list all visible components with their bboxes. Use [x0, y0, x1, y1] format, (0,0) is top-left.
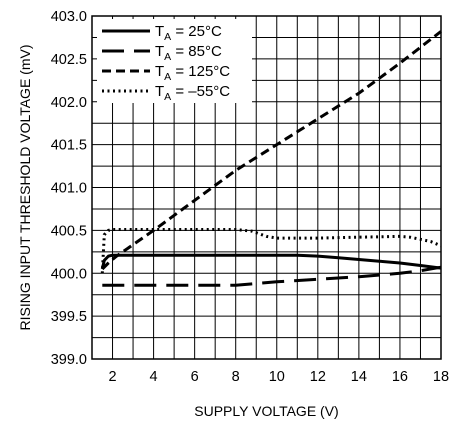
- series-lines: [100, 30, 442, 287]
- x-tick-label: 12: [310, 369, 326, 385]
- x-axis-label: SUPPLY VOLTAGE (V): [194, 403, 338, 419]
- x-tick-label: 18: [433, 369, 449, 385]
- y-tick-label: 399.5: [51, 309, 87, 325]
- plot-frame: [91, 15, 442, 360]
- y-tick-label: 400.0: [51, 266, 87, 282]
- x-tick-label: 6: [191, 369, 199, 385]
- y-tick-label: 403.0: [51, 9, 87, 25]
- legend-entry-4: TA = –55°C: [155, 83, 230, 103]
- x-tick-label: 16: [392, 369, 408, 385]
- y-tick-label: 402.5: [51, 52, 87, 68]
- legend-background: [97, 19, 252, 103]
- legend-entry-3: TA = 125°C: [155, 63, 230, 83]
- series-line-3: [101, 30, 442, 271]
- legend-entry-1: TA = 25°C: [155, 23, 222, 43]
- legend-entry-2: TA = 85°C: [155, 43, 222, 63]
- x-tick-label: 8: [232, 369, 240, 385]
- x-tick-label: 10: [269, 369, 285, 385]
- y-tick-label: 400.5: [51, 223, 87, 239]
- y-tick-label: 402.0: [51, 95, 87, 111]
- y-tick-label: 401.5: [51, 138, 87, 154]
- y-tick-labels: 399.0 399.5 400.0 400.5 401.0 401.5 402.0 402.5…: [51, 9, 87, 368]
- x-tick-label: 14: [351, 369, 367, 385]
- series-line-2: [102, 265, 442, 287]
- series-line-4: [100, 228, 442, 274]
- legend: TA = 25°CTA = 85°CTA = 125°CTA = –55°C: [97, 19, 252, 103]
- x-tick-label: 4: [150, 369, 158, 385]
- x-tick-labels: 2 4 6 8 10 12 14 16 18: [108, 369, 449, 385]
- y-tick-label: 399.0: [51, 352, 87, 368]
- series-line-1: [100, 253, 442, 270]
- x-tick-label: 2: [108, 369, 116, 385]
- y-axis-label: RISING INPUT THRESHOLD VOLTAGE (mV): [17, 44, 33, 330]
- y-tick-label: 401.0: [51, 181, 87, 197]
